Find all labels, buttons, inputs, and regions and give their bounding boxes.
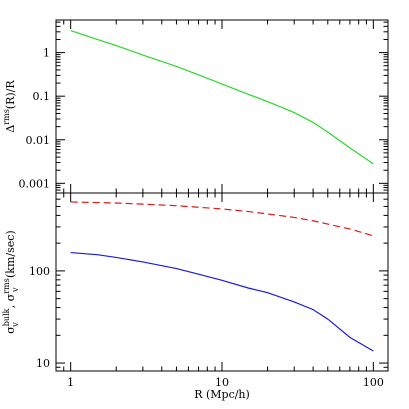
y-tick-label: 10	[36, 357, 50, 370]
y-tick-label: 1	[43, 47, 50, 60]
upper-panel-y-axis-title: Δrms(R)/R	[2, 80, 17, 133]
y-tick-label: 0.01	[26, 134, 51, 147]
lower-panel-frame	[55, 192, 389, 372]
y-tick-label: 100	[29, 265, 50, 278]
x-tick-label: 1	[67, 376, 74, 389]
x-tick-label: 10	[215, 376, 229, 389]
lower-panel-y-axis-title: σbulkv , σrmsv (km/sec)	[2, 230, 20, 333]
series-line-1	[70, 30, 374, 165]
upper-panel: 0.001 0.01 0.1 1 Δrms(R)/R	[2, 19, 389, 194]
series-line-2	[70, 251, 374, 352]
x-axis-title: R (Mpc/h)	[194, 388, 250, 401]
upper-panel-ticks: 0.001 0.01 0.1 1	[19, 20, 388, 194]
lower-panel: 10 100 1 10 100 σbulkv , σrmsv (km/sec) R (M…	[2, 192, 389, 401]
x-tick-label: 100	[363, 376, 384, 389]
upper-panel-series	[70, 30, 374, 165]
series-line-1	[70, 201, 374, 237]
lower-panel-ticks: 10 100 1 10 100	[29, 192, 388, 389]
y-tick-label: 0.1	[33, 90, 51, 103]
lower-panel-series	[70, 201, 374, 352]
y-tick-label: 0.001	[19, 177, 51, 190]
upper-panel-frame	[55, 19, 389, 194]
